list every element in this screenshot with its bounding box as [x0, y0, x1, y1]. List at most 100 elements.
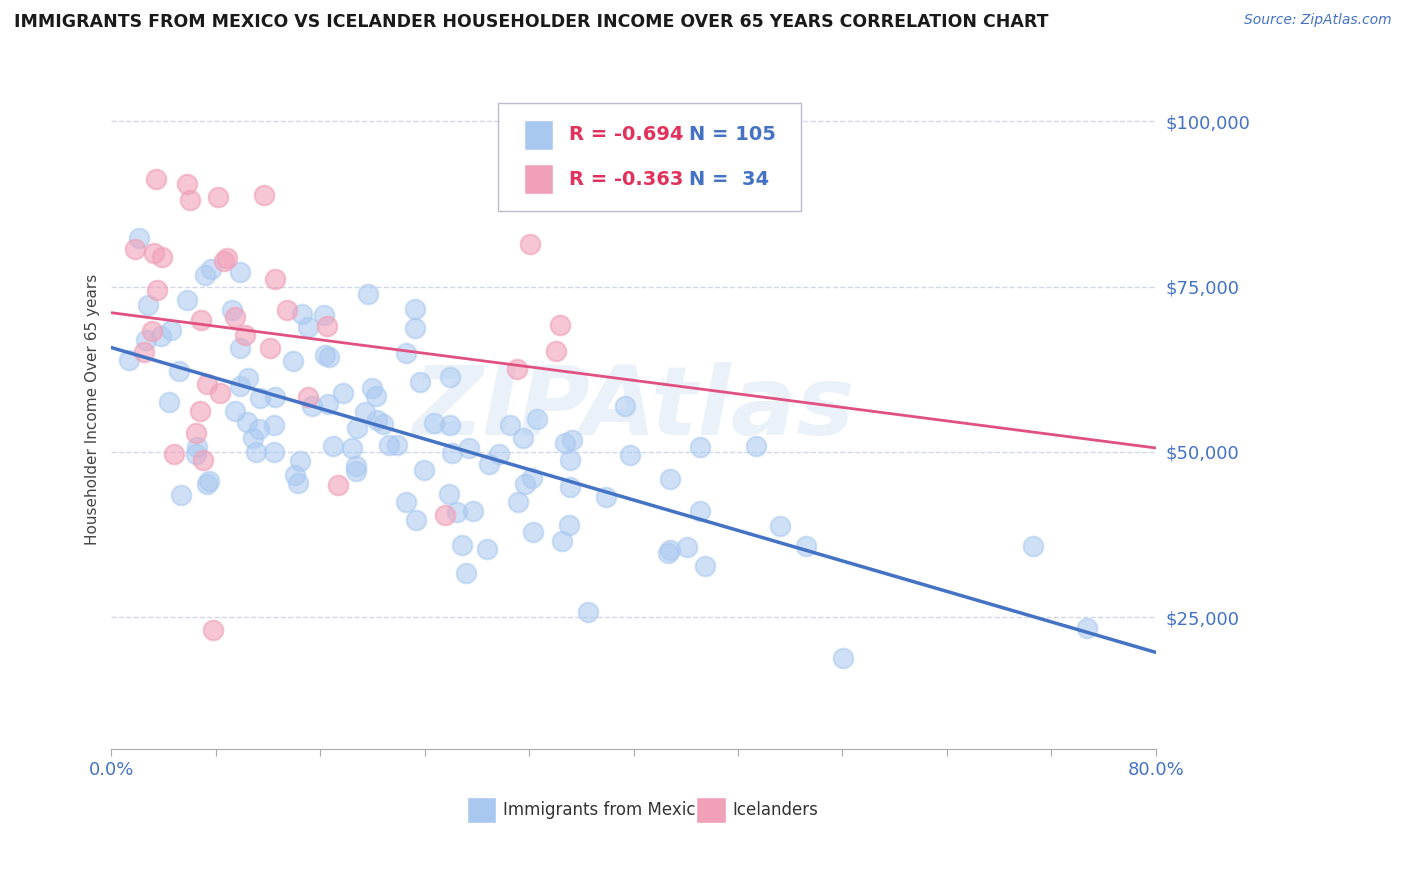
- Point: [287, 476, 309, 491]
- Point: [488, 447, 510, 461]
- Point: [477, 541, 499, 556]
- Point: [360, 381, 382, 395]
- Text: Source: ZipAtlas.com: Source: ZipAtlas.com: [1244, 13, 1392, 28]
- Point: [167, 364, 190, 378]
- Point: [176, 293, 198, 307]
- Point: [499, 418, 522, 433]
- Point: [554, 435, 576, 450]
- Point: [458, 442, 481, 456]
- Point: [160, 322, 183, 336]
- Point: [657, 546, 679, 560]
- Point: [558, 453, 581, 467]
- Point: [405, 513, 427, 527]
- Point: [332, 386, 354, 401]
- Point: [188, 404, 211, 418]
- Point: [229, 265, 252, 279]
- Point: [194, 268, 217, 282]
- Point: [439, 418, 461, 433]
- Point: [312, 308, 335, 322]
- Text: N =  34: N = 34: [689, 169, 769, 188]
- Point: [229, 341, 252, 355]
- Bar: [696, 797, 725, 822]
- Point: [478, 458, 501, 472]
- Point: [745, 439, 768, 453]
- Point: [423, 416, 446, 430]
- Point: [676, 541, 699, 555]
- Point: [1022, 540, 1045, 554]
- Point: [693, 559, 716, 574]
- Point: [413, 463, 436, 477]
- Point: [689, 440, 711, 454]
- Point: [276, 302, 298, 317]
- Point: [364, 389, 387, 403]
- Point: [659, 542, 682, 557]
- Point: [378, 438, 401, 452]
- Point: [233, 328, 256, 343]
- Point: [136, 298, 159, 312]
- Point: [150, 250, 173, 264]
- Point: [253, 188, 276, 202]
- Point: [263, 417, 285, 432]
- Point: [179, 193, 201, 207]
- Point: [794, 539, 817, 553]
- Point: [146, 283, 169, 297]
- Point: [520, 471, 543, 485]
- Point: [186, 447, 208, 461]
- Point: [440, 446, 463, 460]
- Point: [508, 494, 530, 508]
- Point: [340, 441, 363, 455]
- Point: [366, 412, 388, 426]
- Point: [291, 307, 314, 321]
- Text: N = 105: N = 105: [689, 126, 776, 145]
- Point: [242, 431, 264, 445]
- Point: [249, 391, 271, 405]
- Point: [344, 464, 367, 478]
- Point: [297, 320, 319, 334]
- Point: [328, 477, 350, 491]
- Point: [284, 468, 307, 483]
- Point: [184, 426, 207, 441]
- Point: [451, 538, 474, 552]
- Point: [236, 415, 259, 429]
- Point: [224, 404, 246, 418]
- Point: [191, 453, 214, 467]
- Point: [157, 394, 180, 409]
- Point: [546, 344, 568, 359]
- Point: [395, 346, 418, 360]
- Point: [245, 444, 267, 458]
- Point: [207, 190, 229, 204]
- Point: [134, 344, 156, 359]
- Point: [190, 313, 212, 327]
- Point: [143, 246, 166, 260]
- Point: [519, 236, 541, 251]
- Point: [769, 518, 792, 533]
- Point: [409, 376, 432, 390]
- Point: [560, 480, 582, 494]
- Point: [200, 262, 222, 277]
- Point: [595, 490, 617, 504]
- Point: [557, 517, 579, 532]
- Point: [578, 605, 600, 619]
- Point: [264, 390, 287, 404]
- Point: [186, 440, 208, 454]
- Point: [344, 459, 367, 474]
- Point: [195, 376, 218, 391]
- Point: [236, 371, 259, 385]
- Point: [548, 318, 571, 332]
- Point: [145, 172, 167, 186]
- Point: [551, 534, 574, 549]
- Point: [263, 272, 285, 286]
- Point: [124, 242, 146, 256]
- Point: [385, 438, 408, 452]
- Point: [461, 504, 484, 518]
- Point: [353, 405, 375, 419]
- Point: [454, 566, 477, 580]
- Point: [832, 651, 855, 665]
- Point: [201, 623, 224, 637]
- Point: [217, 251, 239, 265]
- Text: R = -0.363: R = -0.363: [569, 169, 683, 188]
- Point: [301, 400, 323, 414]
- Point: [195, 477, 218, 491]
- Bar: [467, 797, 496, 822]
- Point: [614, 400, 637, 414]
